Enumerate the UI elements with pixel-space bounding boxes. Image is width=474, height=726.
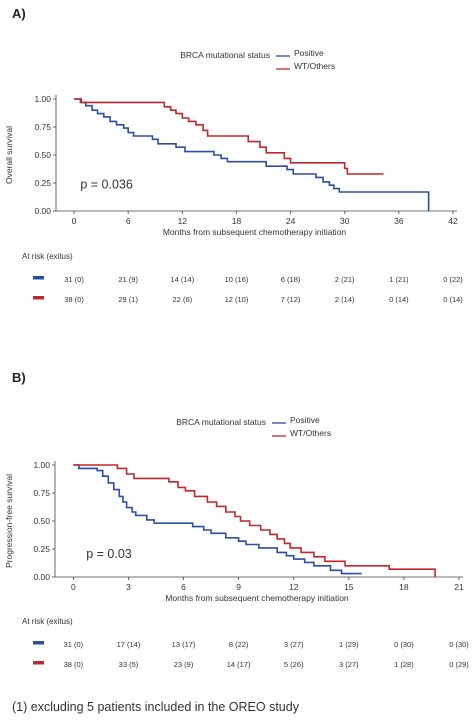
- km-chart-progression-free-survival: BRCA mutational status Positive WT/Others 0…: [4, 415, 469, 669]
- risk-table-cell: 0 (14): [443, 295, 463, 304]
- risk-row-swatch-1: [33, 296, 44, 300]
- p-value-annotation: p = 0.036: [80, 178, 133, 192]
- risk-table-cell: 13 (17): [172, 640, 196, 649]
- risk-table-cell: 12 (10): [225, 295, 249, 304]
- risk-table-cell: 0 (30): [394, 640, 414, 649]
- x-tick-label: 6: [181, 582, 186, 592]
- risk-table-cell: 14 (17): [227, 660, 251, 669]
- risk-table-cell: 0 (29): [449, 660, 469, 669]
- risk-table-cell: 10 (16): [225, 275, 249, 284]
- risk-table-cell: 7 (12): [281, 295, 301, 304]
- panel-b-label: B): [12, 370, 26, 385]
- x-axis-title: Months from subsequent chemotherapy init…: [165, 593, 349, 603]
- risk-table-cell: 8 (22): [229, 640, 249, 649]
- risk-table-cell: 1 (29): [339, 640, 359, 649]
- risk-table-cell: 0 (14): [389, 295, 409, 304]
- risk-row-swatch-0: [33, 276, 44, 280]
- x-tick-label: 6: [126, 216, 131, 226]
- x-tick-label: 9: [236, 582, 241, 592]
- risk-table-cell: 2 (21): [335, 275, 355, 284]
- risk-table-cell: 33 (5): [119, 660, 139, 669]
- risk-table-cell: 17 (14): [117, 640, 141, 649]
- y-tick-label: 0.50: [34, 150, 51, 160]
- x-tick-label: 15: [344, 582, 354, 592]
- risk-table-cell: 38 (0): [64, 660, 84, 669]
- risk-table-cell: 0 (30): [449, 640, 469, 649]
- y-axis-title: Overall survival: [4, 126, 14, 184]
- y-tick-label: 0.75: [34, 122, 51, 132]
- risk-table-cell: 31 (0): [64, 640, 84, 649]
- x-tick-label: 42: [448, 216, 458, 226]
- km-curve-positive: [73, 464, 362, 575]
- x-axis-title: Months from subsequent chemotherapy init…: [163, 227, 347, 237]
- risk-table-cell: 1 (21): [389, 275, 409, 284]
- risk-table-cell: 1 (28): [394, 660, 414, 669]
- y-tick-label: 1.00: [34, 94, 51, 104]
- km-curve-wt-others: [73, 464, 436, 577]
- risk-table-cell: 31 (0): [64, 275, 84, 284]
- legend-label-0: Positive: [294, 48, 324, 58]
- x-tick-label: 12: [289, 582, 299, 592]
- risk-table-cell: 0 (22): [443, 275, 463, 284]
- x-tick-label: 0: [72, 216, 77, 226]
- risk-table-cell: 38 (0): [64, 295, 84, 304]
- panel-a-label: A): [12, 6, 26, 21]
- x-tick-label: 18: [399, 582, 409, 592]
- km-curve-positive: [74, 98, 430, 211]
- legend-title: BRCA mutational status: [180, 50, 270, 60]
- y-tick-label: 0.00: [33, 572, 50, 582]
- x-tick-label: 12: [178, 216, 188, 226]
- y-tick-label: 0.50: [33, 516, 50, 526]
- risk-table-cell: 14 (14): [170, 275, 194, 284]
- x-tick-label: 18: [232, 216, 242, 226]
- x-tick-label: 30: [340, 216, 350, 226]
- risk-table-cell: 3 (27): [284, 640, 304, 649]
- risk-table-cell: 6 (18): [281, 275, 301, 284]
- risk-table-cell: 22 (6): [173, 295, 193, 304]
- risk-table-cell: 29 (1): [118, 295, 138, 304]
- risk-table-cell: 2 (14): [335, 295, 355, 304]
- x-tick-label: 0: [71, 582, 76, 592]
- legend-label-1: WT/Others: [290, 428, 331, 438]
- y-tick-label: 0.75: [33, 488, 50, 498]
- km-curve-wt-others: [74, 98, 384, 175]
- y-tick-label: 0.00: [34, 206, 51, 216]
- risk-row-swatch-0: [33, 641, 44, 645]
- km-chart-overall-survival: BRCA mutational status Positive WT/Others 0…: [4, 48, 463, 304]
- legend-label-1: WT/Others: [294, 61, 335, 71]
- risk-table-title: At risk (exitus): [22, 617, 73, 626]
- y-tick-label: 0.25: [33, 544, 50, 554]
- x-tick-label: 21: [454, 582, 464, 592]
- legend-title: BRCA mutational status: [176, 417, 266, 427]
- x-tick-label: 24: [286, 216, 296, 226]
- legend-label-0: Positive: [290, 415, 320, 425]
- y-tick-label: 0.25: [34, 178, 51, 188]
- p-value-annotation: p = 0.03: [86, 547, 132, 561]
- y-axis-title: Progression-free survival: [4, 474, 14, 568]
- risk-table-cell: 3 (27): [339, 660, 359, 669]
- risk-row-swatch-1: [33, 661, 44, 665]
- risk-table-cell: 21 (9): [118, 275, 138, 284]
- x-tick-label: 3: [126, 582, 131, 592]
- x-tick-label: 36: [394, 216, 404, 226]
- risk-table-cell: 23 (9): [174, 660, 194, 669]
- risk-table-cell: 5 (26): [284, 660, 304, 669]
- y-tick-label: 1.00: [33, 460, 50, 470]
- risk-table-title: At risk (exitus): [22, 252, 73, 261]
- footnote: (1) excluding 5 patients included in the…: [12, 700, 299, 714]
